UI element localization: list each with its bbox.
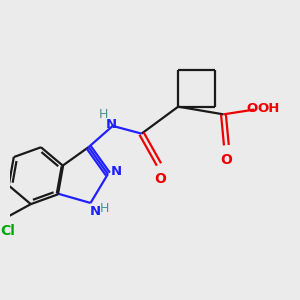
Text: N: N	[111, 165, 122, 178]
Text: H: H	[99, 202, 109, 215]
Text: O: O	[154, 172, 166, 186]
Text: N: N	[90, 205, 101, 218]
Text: O: O	[247, 102, 258, 115]
Text: O: O	[220, 153, 232, 167]
Text: N: N	[106, 118, 117, 131]
Text: Cl: Cl	[0, 224, 15, 239]
Text: OH: OH	[258, 102, 280, 115]
Text: H: H	[98, 108, 108, 121]
